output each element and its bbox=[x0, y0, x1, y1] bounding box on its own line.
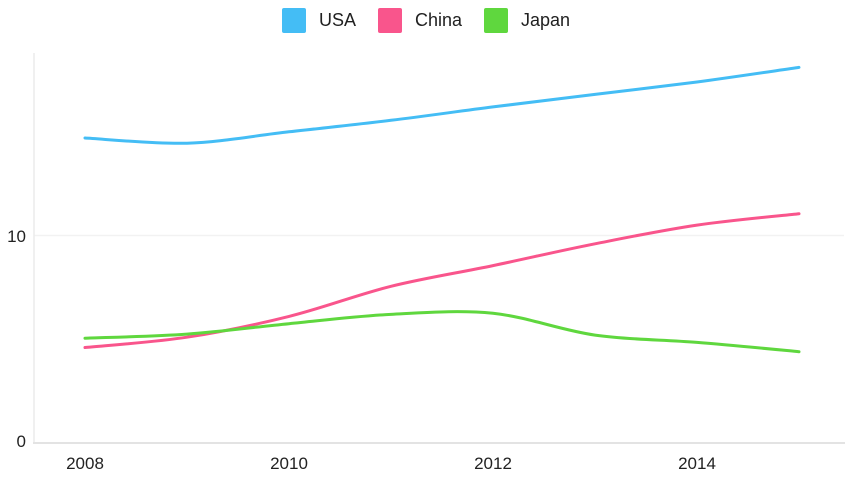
x-tick-label-2010: 2010 bbox=[270, 454, 308, 473]
x-tick-label-2012: 2012 bbox=[474, 454, 512, 473]
legend-item-usa[interactable]: USA bbox=[281, 8, 356, 33]
legend-label-usa: USA bbox=[318, 10, 356, 30]
x-tick-label-2014: 2014 bbox=[678, 454, 716, 473]
legend: USA China Japan bbox=[0, 8, 852, 33]
line-usa bbox=[83, 65, 801, 145]
legend-swatch-china bbox=[377, 8, 402, 33]
y-tick-label-10: 10 bbox=[7, 227, 26, 246]
legend-swatch-usa bbox=[281, 8, 306, 33]
legend-label-japan: Japan bbox=[521, 10, 571, 30]
x-tick-label-2008: 2008 bbox=[66, 454, 104, 473]
legend-item-japan[interactable]: Japan bbox=[484, 8, 570, 33]
legend-item-china[interactable]: China bbox=[377, 8, 462, 33]
series-lines bbox=[83, 65, 801, 354]
line-japan bbox=[83, 310, 801, 354]
y-tick-label-0: 0 bbox=[17, 432, 26, 451]
legend-label-china: China bbox=[414, 10, 462, 30]
line-china bbox=[83, 212, 801, 350]
legend-swatch-japan bbox=[484, 8, 508, 33]
